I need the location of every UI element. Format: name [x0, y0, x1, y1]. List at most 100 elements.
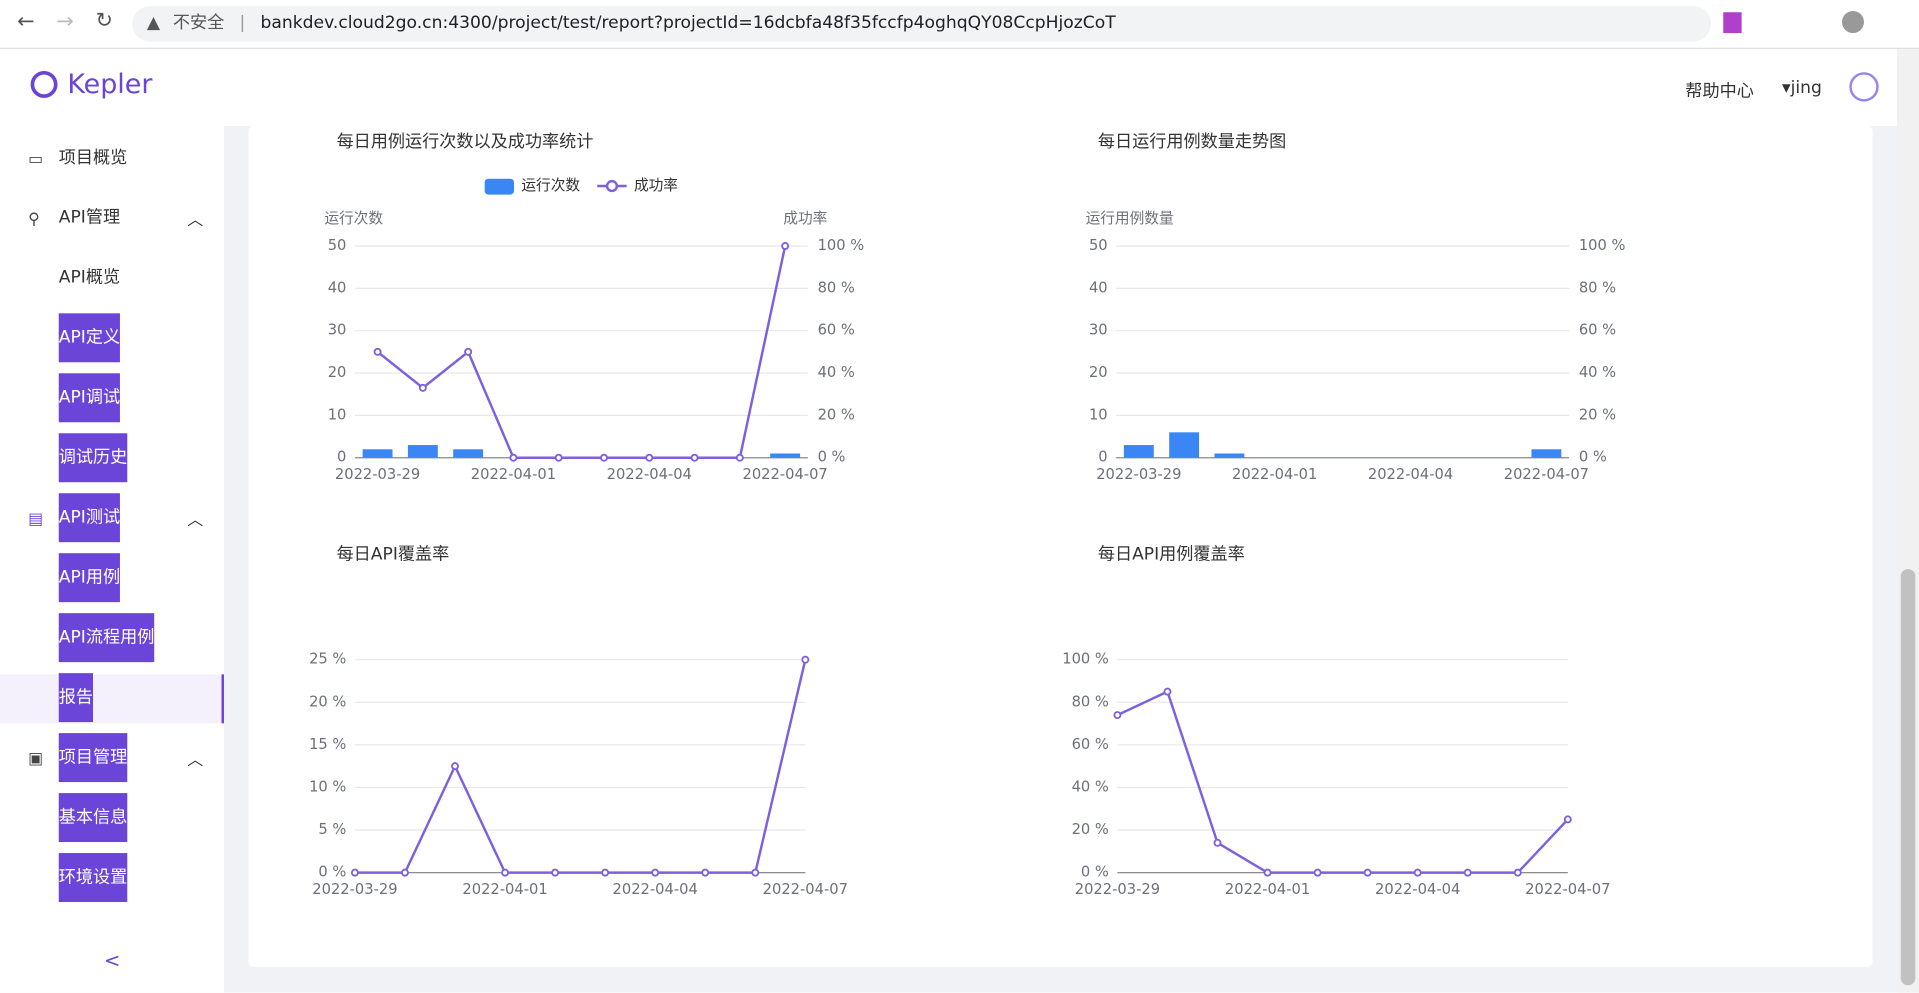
bar: [1123, 445, 1154, 458]
menu-item[interactable]: API管理: [58, 208, 121, 228]
x-tick-label: 2022-04-01: [1225, 881, 1310, 898]
line: [376, 245, 787, 459]
bar: [362, 449, 393, 458]
y-tick-label: 60 %: [1072, 736, 1109, 753]
collapse-arrow[interactable]: ︿: [187, 511, 204, 530]
logo-icon: [30, 70, 58, 98]
y2-tick-label: 100 %: [1579, 237, 1626, 254]
x-tick-label: 2022-04-07: [1504, 466, 1589, 483]
point: [651, 868, 660, 877]
y-tick-label: 0: [1098, 449, 1107, 466]
chart-title: 每日运行用例数量走势图: [1098, 132, 1286, 152]
reload-button[interactable]: ↻: [95, 8, 113, 34]
point: [600, 453, 608, 462]
legend-label: 运行次数: [521, 177, 580, 194]
menu-item[interactable]: API用例: [58, 553, 121, 603]
menu-item[interactable]: 报告: [58, 673, 94, 723]
y2-tick-label: 20 %: [818, 406, 855, 423]
point: [690, 453, 699, 462]
y-tick-label: 0 %: [318, 864, 346, 881]
y-tick-label: 20 %: [1072, 821, 1109, 838]
point: [418, 383, 427, 392]
security-label: 不安全: [172, 13, 225, 34]
line: [1116, 689, 1569, 874]
sidebar: ▭ ⚲ ▤ ▣ ︿ ︿ ︿ 项目概览 API管理 API概览 API定义 API…: [0, 126, 224, 993]
y2-tick-label: 0 %: [1579, 449, 1607, 466]
legend-label: 成功率: [634, 177, 678, 194]
x-tick-label: 2022-04-04: [613, 881, 698, 898]
back-button[interactable]: ←: [17, 9, 35, 35]
x-tick-label: 2022-04-01: [462, 881, 547, 898]
menu-item[interactable]: API测试: [58, 493, 121, 543]
point: [1513, 868, 1522, 877]
y-tick-label: 40: [328, 279, 347, 296]
point: [509, 453, 518, 462]
help-link[interactable]: 帮助中心: [1685, 82, 1754, 102]
bar: [453, 449, 484, 458]
legend-swatch: [484, 178, 515, 195]
menu-item[interactable]: 项目管理: [58, 733, 128, 783]
collapse-arrow[interactable]: ︿: [187, 751, 204, 770]
point: [801, 655, 810, 664]
menu-item[interactable]: API调试: [58, 373, 121, 423]
profile-icon[interactable]: [1841, 11, 1864, 34]
y2-tick-label: 0 %: [818, 449, 846, 466]
point: [1463, 868, 1472, 877]
y-axis-label: 运行次数: [324, 210, 383, 227]
menu-item[interactable]: 环境设置: [58, 853, 128, 903]
bar: [1531, 449, 1562, 458]
point: [735, 453, 744, 462]
menu-item[interactable]: API概览: [58, 268, 121, 288]
forward-button[interactable]: →: [56, 9, 74, 35]
y-tick-label: 50: [328, 237, 347, 254]
avatar[interactable]: [1849, 72, 1879, 102]
y2-axis-label: 成功率: [783, 210, 827, 227]
point: [373, 347, 382, 356]
x-tick-label: 2022-04-04: [1368, 466, 1453, 483]
y-tick-label: 80 %: [1072, 693, 1109, 710]
y-tick-label: 10 %: [309, 778, 346, 795]
menu-icon: ⚲: [28, 210, 40, 229]
y2-tick-label: 20 %: [1579, 406, 1616, 423]
menu-item[interactable]: API流程用例: [58, 613, 155, 663]
url: bankdev.cloud2go.cn:4300/project/test/re…: [260, 13, 1116, 34]
point: [751, 868, 760, 877]
extension-icon[interactable]: [1723, 12, 1742, 34]
chart-title: 每日API覆盖率: [337, 544, 450, 564]
point: [551, 868, 560, 877]
x-tick-label: 2022-04-01: [471, 466, 556, 483]
y2-tick-label: 80 %: [818, 279, 855, 296]
y-tick-label: 20: [328, 364, 347, 381]
y2-tick-label: 80 %: [1579, 279, 1616, 296]
y-tick-label: 30: [328, 322, 347, 339]
address-bar[interactable]: ▲ 不安全 | bankdev.cloud2go.cn:4300/project…: [132, 6, 1712, 42]
x-tick-label: 2022-03-29: [312, 881, 397, 898]
menu-item[interactable]: 基本信息: [58, 793, 128, 843]
x-tick-label: 2022-04-04: [1375, 881, 1460, 898]
menu-item[interactable]: API定义: [58, 313, 121, 363]
logo[interactable]: Kepler: [67, 69, 153, 101]
y-tick-label: 10: [1089, 406, 1108, 423]
warning-icon: ▲: [146, 13, 161, 34]
x-tick-label: 2022-04-07: [742, 466, 827, 483]
collapse-arrow[interactable]: ︿: [187, 211, 204, 231]
user-menu[interactable]: ▾jing: [1781, 78, 1822, 98]
point: [1213, 838, 1222, 847]
scrollbar: [1897, 48, 1919, 993]
menu-item[interactable]: 项目概览: [58, 148, 128, 168]
y-tick-label: 100 %: [1062, 651, 1109, 668]
x-tick-label: 2022-04-07: [763, 881, 848, 898]
collapse-sidebar[interactable]: <: [104, 948, 121, 972]
y-tick-label: 20: [1089, 364, 1108, 381]
legend-swatch: [605, 179, 619, 193]
bar: [407, 445, 438, 458]
menu-item[interactable]: 调试历史: [58, 433, 128, 483]
y-tick-label: 10: [328, 406, 347, 423]
y-tick-label: 30: [1089, 322, 1108, 339]
x-tick-label: 2022-04-01: [1232, 466, 1317, 483]
point: [645, 453, 654, 462]
scroll-thumb[interactable]: [1900, 569, 1916, 986]
x-tick-label: 2022-03-29: [1075, 881, 1160, 898]
y-tick-label: 25 %: [309, 651, 346, 668]
